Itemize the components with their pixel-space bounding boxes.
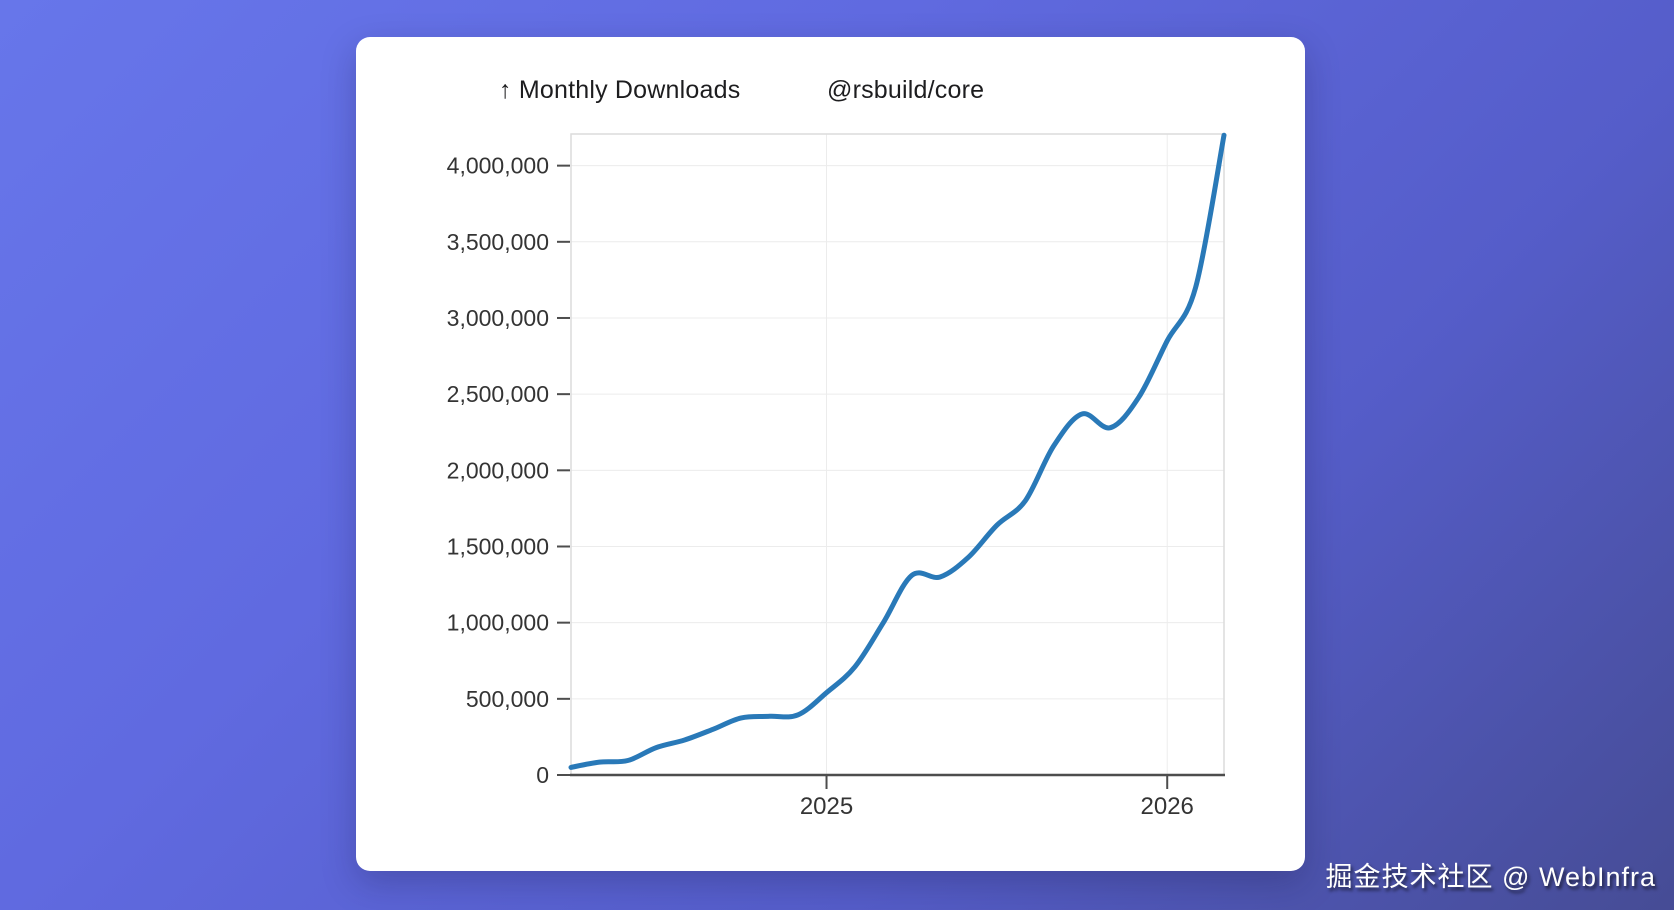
- y-tick-label: 3,000,000: [447, 305, 549, 331]
- chart-card: ↑ Monthly Downloads @rsbuild/core 0 500,0…: [356, 37, 1305, 871]
- y-tick-label: 500,000: [466, 686, 549, 712]
- y-tick-label: 0: [536, 762, 549, 788]
- chart-title: ↑ Monthly Downloads: [499, 76, 741, 104]
- y-tick-label: 4,000,000: [447, 153, 549, 179]
- downloads-series-line: [568, 132, 1227, 770]
- y-tick-label: 3,500,000: [447, 229, 549, 255]
- y-tick-label: 1,500,000: [447, 533, 549, 559]
- downloads-line-chart: 0 500,000 1,000,000 1,500,000 2,000,000 2,500…: [447, 132, 1227, 820]
- watermark: 掘金技术社区 @ WebInfra: [1325, 862, 1656, 892]
- y-tick-label: 2,500,000: [447, 381, 549, 407]
- y-tick-label: 1,000,000: [447, 610, 549, 636]
- x-tick-label: 2026: [1141, 793, 1194, 820]
- package-name: @rsbuild/core: [827, 76, 985, 104]
- plot-frame: [570, 133, 1225, 775]
- y-tick-label: 2,000,000: [447, 457, 549, 483]
- x-tick-label: 2025: [800, 793, 853, 820]
